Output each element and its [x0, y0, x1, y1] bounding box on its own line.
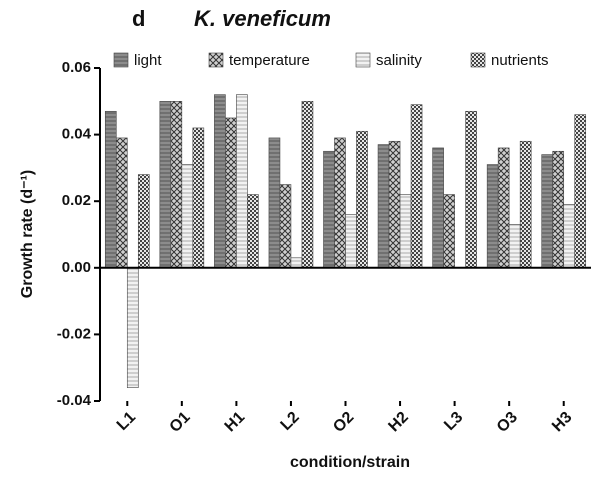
bar — [301, 101, 314, 269]
bar — [137, 174, 150, 269]
bar — [563, 204, 576, 269]
bar — [247, 194, 259, 269]
y-tick-label: 0.02 — [62, 192, 91, 209]
bar — [214, 94, 226, 269]
bar — [574, 114, 587, 269]
bar — [443, 194, 455, 269]
chart-title: K. veneficum — [194, 6, 331, 31]
bar — [323, 150, 335, 269]
bar — [236, 94, 248, 269]
y-tick-label: 0.06 — [62, 59, 91, 76]
legend-swatch — [470, 52, 486, 68]
y-tick-label: 0.04 — [62, 126, 92, 143]
bar — [170, 101, 183, 269]
bar — [268, 137, 281, 269]
bar — [508, 224, 521, 269]
bar — [432, 147, 444, 269]
x-tick-label: L2 — [278, 409, 303, 434]
bar — [388, 140, 401, 269]
x-tick-label: O1 — [167, 409, 194, 436]
legend-swatch — [355, 52, 371, 68]
bar — [279, 184, 292, 269]
y-tick-label: -0.02 — [57, 325, 91, 342]
x-tick-label: L1 — [114, 409, 139, 434]
bar — [410, 104, 423, 269]
x-tick-label: H2 — [385, 409, 412, 436]
panel-label: d — [132, 6, 145, 31]
bar — [519, 140, 532, 269]
legend-label: salinity — [376, 52, 422, 69]
bar — [497, 147, 510, 269]
bar — [334, 137, 346, 269]
y-axis-label: Growth rate (d⁻¹) — [19, 170, 36, 298]
bar — [290, 257, 303, 269]
bar — [552, 150, 565, 269]
x-tick-label: O3 — [494, 409, 521, 436]
legend-label: nutrients — [491, 52, 549, 69]
bar — [486, 164, 499, 269]
bar — [356, 130, 368, 269]
legend-swatch — [113, 52, 129, 68]
bar — [159, 101, 172, 269]
bar — [115, 137, 128, 269]
bar — [377, 144, 390, 269]
bar — [181, 164, 194, 269]
bar — [192, 127, 205, 269]
y-tick-label: -0.04 — [57, 392, 92, 409]
y-tick-label: 0.00 — [62, 259, 91, 276]
bar — [225, 117, 237, 269]
bar — [465, 110, 477, 269]
bar — [345, 214, 357, 269]
x-axis-label: condition/strain — [290, 454, 410, 471]
legend-label: temperature — [229, 52, 310, 69]
bar — [126, 267, 139, 388]
x-tick-label: H3 — [549, 409, 576, 436]
bar — [541, 154, 554, 269]
bar — [104, 110, 117, 269]
x-tick-label: O2 — [330, 409, 357, 436]
legend-label: light — [134, 52, 162, 69]
bar — [399, 194, 412, 269]
x-tick-label: L3 — [441, 409, 466, 434]
legend-swatch — [208, 52, 224, 68]
x-tick-label: H1 — [222, 409, 249, 436]
